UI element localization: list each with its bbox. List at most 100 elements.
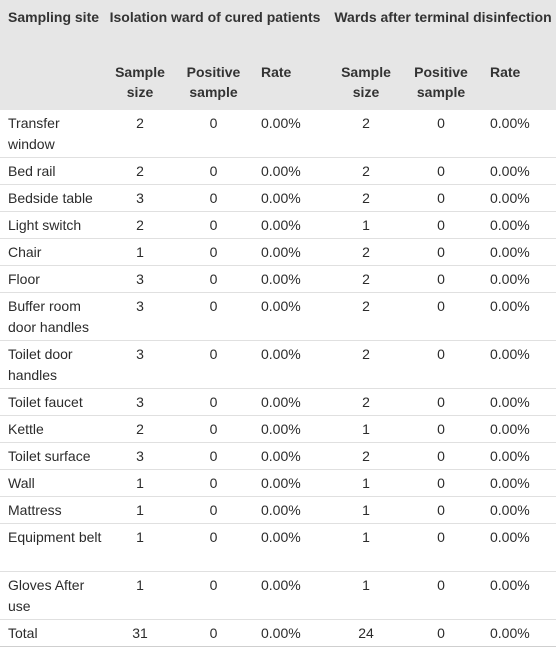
row-positive-sample-1: 0 — [209, 190, 218, 206]
row-site-cell: Kettle — [8, 421, 44, 437]
row-sample-size-2: 2 — [362, 298, 370, 314]
header-sampling-site: Sampling site — [8, 9, 100, 25]
row-rate-2: 0.00% — [490, 448, 530, 464]
table-row: Toilet door handles 3 0 0.00% 2 0 0.00% — [0, 341, 556, 389]
table-row: Toilet surface 3 0 0.00% 2 0 0.00% — [0, 443, 556, 470]
row-positive-sample-2: 0 — [437, 244, 445, 260]
row-positive-sample-2: 0 — [437, 577, 445, 593]
row-positive-sample-2: 0 — [437, 271, 445, 287]
row-rate-1: 0.00% — [261, 577, 301, 593]
row-site-cell: Gloves After use — [8, 577, 85, 614]
sampling-results-table: Sampling site Isolation ward of cured pa… — [0, 0, 556, 647]
row-positive-sample-1: 0 — [209, 244, 218, 260]
row-positive-sample-1: 0 — [209, 448, 218, 464]
header-positive-sample-1: Positive sample — [186, 64, 241, 100]
row-sample-size-1: 1 — [136, 577, 144, 593]
row-rate-1: 0.00% — [261, 421, 301, 437]
table-row: Floor 3 0 0.00% 2 0 0.00% — [0, 266, 556, 293]
row-rate-1: 0.00% — [261, 448, 301, 464]
header-group-terminal-disinfection-label: Wards after terminal disinfection — [334, 9, 552, 25]
header-positive-sample-2: Positive sample — [414, 64, 468, 100]
row-rate-2: 0.00% — [490, 163, 530, 179]
row-sample-size-1: 3 — [136, 346, 144, 362]
row-positive-sample-1: 0 — [209, 625, 218, 641]
row-site-cell: Toilet door handles — [8, 346, 73, 383]
row-sample-size-1: 3 — [136, 271, 144, 287]
row-positive-sample-2: 0 — [437, 298, 445, 314]
table-row: Bed rail 2 0 0.00% 2 0 0.00% — [0, 158, 556, 185]
table-body: Transfer window 2 0 0.00% 2 0 0.00% Bed rail 2 0 0… — [0, 110, 556, 647]
row-rate-1: 0.00% — [261, 190, 301, 206]
header-group-isolation-ward: Isolation ward of cured patients — [104, 0, 326, 56]
row-sample-size-1: 1 — [136, 502, 144, 518]
row-rate-2: 0.00% — [490, 394, 530, 410]
row-positive-sample-2: 0 — [437, 475, 445, 491]
row-sample-size-2: 1 — [362, 502, 370, 518]
row-sample-size-1: 2 — [136, 115, 144, 131]
row-sample-size-2: 2 — [362, 394, 370, 410]
row-site-cell: Bedside table — [8, 190, 93, 206]
row-sample-size-2: 2 — [362, 448, 370, 464]
row-positive-sample-2: 0 — [437, 346, 445, 362]
row-rate-2: 0.00% — [490, 346, 530, 362]
row-rate-1: 0.00% — [261, 346, 301, 362]
table-row: Kettle 2 0 0.00% 1 0 0.00% — [0, 416, 556, 443]
row-rate-1: 0.00% — [261, 502, 301, 518]
header-rate-1: Rate — [261, 64, 292, 80]
row-site-cell: Floor — [8, 271, 40, 287]
row-rate-2: 0.00% — [490, 190, 530, 206]
row-rate-2: 0.00% — [490, 475, 530, 491]
row-rate-1: 0.00% — [261, 244, 301, 260]
row-positive-sample-2: 0 — [437, 115, 445, 131]
table-row: Wall 1 0 0.00% 1 0 0.00% — [0, 470, 556, 497]
row-sample-size-1: 3 — [136, 394, 144, 410]
row-rate-2: 0.00% — [490, 625, 530, 641]
row-rate-1: 0.00% — [261, 115, 301, 131]
row-sample-size-2: 1 — [362, 529, 370, 545]
row-positive-sample-1: 0 — [209, 394, 218, 410]
row-rate-1: 0.00% — [261, 298, 301, 314]
table-header: Sampling site Isolation ward of cured pa… — [0, 0, 556, 110]
row-rate-1: 0.00% — [261, 529, 301, 545]
table-row: Equipment belt 1 0 0.00% 1 0 0.00% — [0, 524, 556, 572]
row-positive-sample-1: 0 — [209, 577, 218, 593]
row-rate-2: 0.00% — [490, 577, 530, 593]
row-rate-1: 0.00% — [261, 475, 301, 491]
row-positive-sample-1: 0 — [209, 421, 218, 437]
row-rate-2: 0.00% — [490, 217, 530, 233]
table-row: Toilet faucet 3 0 0.00% 2 0 0.00% — [0, 389, 556, 416]
row-positive-sample-1: 0 — [209, 346, 218, 362]
row-positive-sample-1: 0 — [209, 529, 218, 545]
row-rate-2: 0.00% — [490, 529, 530, 545]
row-sample-size-2: 1 — [362, 421, 370, 437]
table-row: Total 31 0 0.00% 24 0 0.00% — [0, 620, 556, 647]
row-positive-sample-1: 0 — [209, 163, 218, 179]
table-row: Mattress 1 0 0.00% 1 0 0.00% — [0, 497, 556, 524]
row-positive-sample-2: 0 — [437, 163, 445, 179]
header-sample-size-2: Sample size — [341, 64, 391, 100]
row-positive-sample-2: 0 — [437, 421, 445, 437]
row-positive-sample-1: 0 — [209, 502, 218, 518]
header-rate-2: Rate — [490, 64, 521, 80]
row-positive-sample-1: 0 — [209, 217, 218, 233]
header-sample-size-1: Sample size — [115, 64, 165, 100]
row-sample-size-2: 2 — [362, 346, 370, 362]
row-site-cell: Chair — [8, 244, 42, 260]
row-sample-size-1: 1 — [136, 244, 144, 260]
table-row: Buffer room door handles 3 0 0.00% 2 0 0.00% — [0, 293, 556, 341]
row-sample-size-2: 2 — [362, 244, 370, 260]
row-positive-sample-2: 0 — [437, 394, 445, 410]
header-group-terminal-disinfection: Wards after terminal disinfection — [330, 0, 556, 56]
row-positive-sample-2: 0 — [437, 529, 445, 545]
row-sample-size-2: 2 — [362, 115, 370, 131]
header-group-isolation-ward-label: Isolation ward of cured patients — [109, 9, 321, 25]
row-positive-sample-2: 0 — [437, 448, 445, 464]
row-rate-2: 0.00% — [490, 244, 530, 260]
row-sample-size-1: 1 — [136, 529, 144, 545]
row-sample-size-2: 1 — [362, 577, 370, 593]
row-site-cell: Transfer window — [8, 115, 60, 152]
row-sample-size-2: 1 — [362, 217, 370, 233]
row-positive-sample-1: 0 — [209, 115, 218, 131]
table-row: Light switch 2 0 0.00% 1 0 0.00% — [0, 212, 556, 239]
